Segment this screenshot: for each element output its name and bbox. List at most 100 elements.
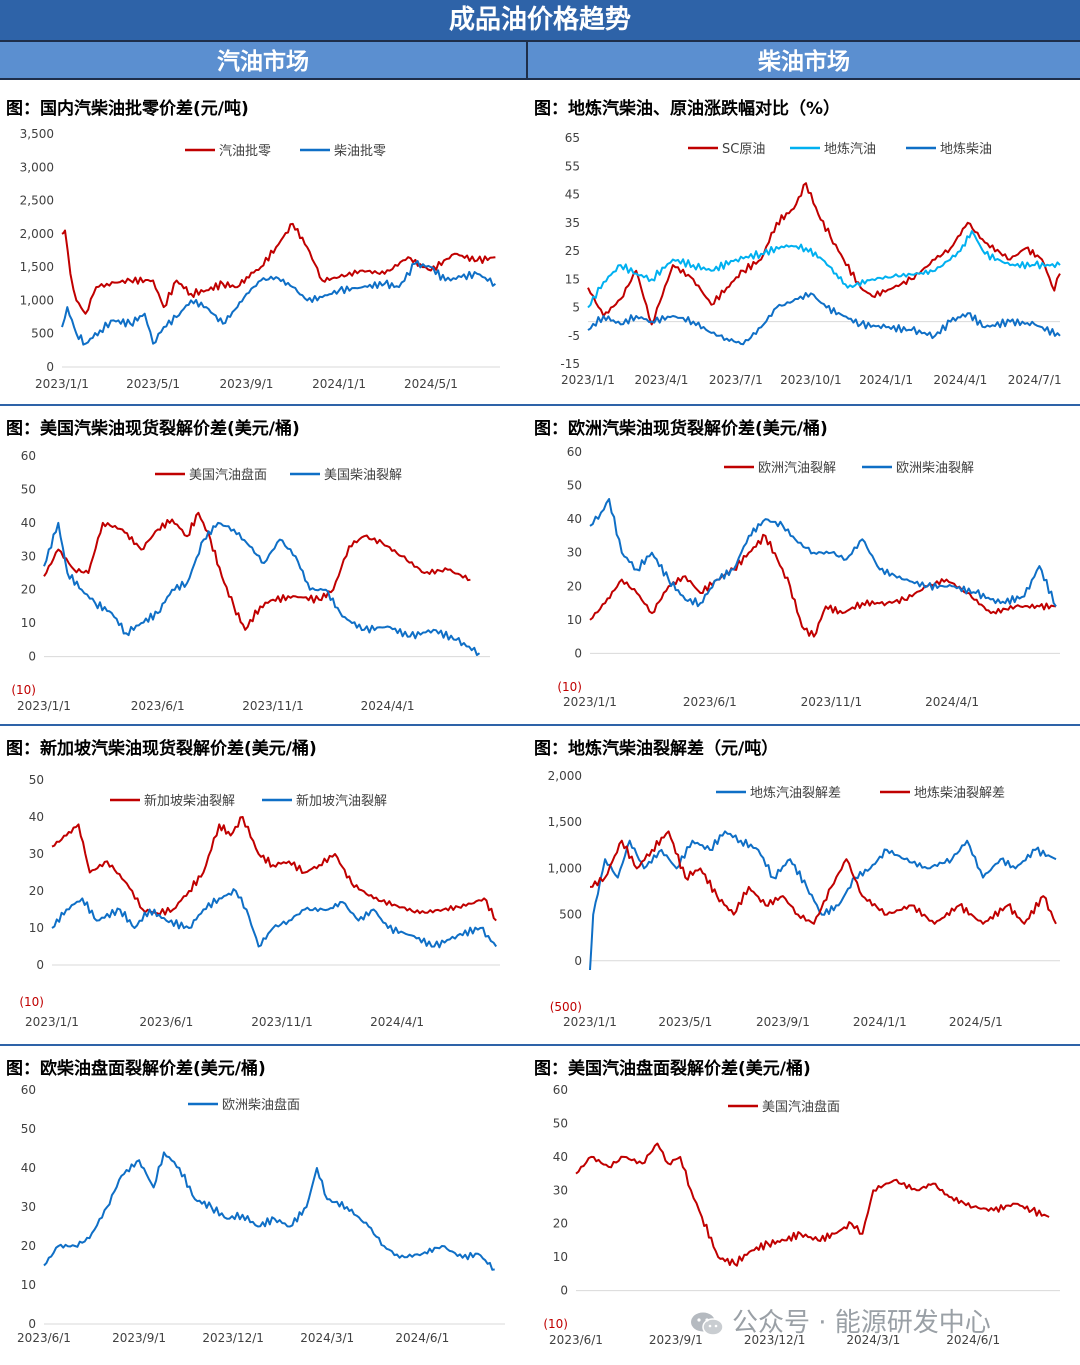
y-tick-label: 1,500 bbox=[20, 260, 54, 274]
series-line-1 bbox=[575, 1142, 1050, 1267]
y-tick-label: (10) bbox=[11, 683, 36, 697]
chart-title: 图：地炼汽柴油裂解差（元/吨） bbox=[534, 739, 779, 759]
y-tick-label: 40 bbox=[21, 1161, 36, 1175]
y-tick-label: 25 bbox=[565, 244, 580, 258]
x-tick-label: 2023/12/1 bbox=[744, 1333, 806, 1347]
y-tick-label: 1,000 bbox=[548, 861, 582, 875]
y-tick-label: 20 bbox=[567, 579, 582, 593]
x-tick-label: 2024/4/1 bbox=[370, 1015, 424, 1029]
series-line-1 bbox=[43, 511, 471, 631]
chart-svg: 0 500 1,000 1,500 2,000 2,500 3,000 3,500 2023/1… bbox=[20, 127, 500, 391]
legend-label: 欧洲柴油盘面 bbox=[222, 1097, 300, 1113]
wechat-icon bbox=[691, 1312, 724, 1336]
series-line-1 bbox=[587, 182, 1061, 326]
y-tick-label: 10 bbox=[567, 613, 582, 627]
x-tick-label: 2023/6/1 bbox=[17, 1331, 71, 1345]
y-tick-label: 0 bbox=[46, 360, 54, 374]
row-divider bbox=[0, 404, 1080, 406]
y-tick-label: 10 bbox=[21, 1278, 36, 1292]
x-tick-label: 2023/1/1 bbox=[35, 377, 89, 391]
chart-panel-singapore-crack: 图：新加坡汽柴油现货裂解价差(美元/桶) (10) 0 10 20 30 40 50 2023… bbox=[0, 732, 528, 1044]
x-tick-label: 2024/3/1 bbox=[846, 1333, 900, 1347]
y-tick-label: 0 bbox=[28, 650, 36, 664]
y-tick-label: 40 bbox=[29, 810, 44, 824]
x-tick-label: 2024/5/1 bbox=[949, 1015, 1003, 1029]
chart-title: 图：地炼汽柴油、原油涨跌幅对比（%） bbox=[534, 99, 841, 119]
y-tick-label: (10) bbox=[19, 995, 44, 1009]
legend-label: 美国汽油盘面 bbox=[189, 467, 267, 483]
series-line-1 bbox=[589, 533, 1057, 638]
x-tick-label: 2023/7/1 bbox=[709, 373, 763, 387]
chart-svg: 0 10 20 30 40 50 60 2023/6/1 2023/9/1 2023/12/1 20… bbox=[17, 1083, 505, 1345]
y-tick-label: 40 bbox=[567, 512, 582, 526]
y-tick-label: 50 bbox=[21, 482, 36, 496]
x-tick-label: 2023/1/1 bbox=[17, 699, 71, 713]
row-divider bbox=[0, 1044, 1080, 1046]
series-line-2 bbox=[43, 521, 481, 656]
watermark: 公众号 · 能源研发中心 bbox=[690, 1302, 991, 1339]
x-tick-label: 2023/6/1 bbox=[131, 699, 185, 713]
y-tick-label: 500 bbox=[31, 327, 54, 341]
series-line-1 bbox=[43, 1151, 495, 1271]
y-tick-label: 20 bbox=[21, 1239, 36, 1253]
y-tick-label: 0 bbox=[36, 958, 44, 972]
y-tick-label: 0 bbox=[28, 1317, 36, 1331]
y-tick-label: (10) bbox=[557, 680, 582, 694]
y-tick-label: 40 bbox=[553, 1150, 568, 1164]
x-tick-label: 2023/12/1 bbox=[202, 1331, 264, 1345]
chart-title: 图：欧洲汽柴油现货裂解价差(美元/桶) bbox=[534, 419, 828, 439]
y-tick-label: 50 bbox=[29, 773, 44, 787]
chart-panel-domestic-spread: 图：国内汽柴油批零价差(元/吨) 0 500 1,000 1,500 2,000 2,50… bbox=[0, 92, 528, 404]
series-line-1 bbox=[61, 222, 496, 315]
y-tick-label: 10 bbox=[29, 921, 44, 935]
y-tick-label: 2,000 bbox=[20, 227, 54, 241]
y-tick-label: 0 bbox=[560, 1284, 568, 1298]
y-tick-label: 10 bbox=[21, 616, 36, 630]
x-tick-label: 2024/4/1 bbox=[361, 699, 415, 713]
y-tick-label: 30 bbox=[567, 546, 582, 560]
series-line-3 bbox=[587, 292, 1061, 346]
chart-title: 图：美国汽柴油现货裂解价差(美元/桶) bbox=[6, 419, 300, 439]
x-tick-label: 2023/11/1 bbox=[242, 699, 304, 713]
series-line-1 bbox=[51, 816, 497, 922]
y-tick-label: 65 bbox=[565, 131, 580, 145]
chart-panel-local-refinery-crack: 图：地炼汽柴油裂解差（元/吨） (500) 0 500 1,000 1,500 2,000… bbox=[528, 732, 1080, 1044]
x-tick-label: 2024/6/1 bbox=[946, 1333, 1000, 1347]
page-banner: 成品油价格趋势 bbox=[0, 0, 1080, 40]
y-tick-label: 60 bbox=[553, 1083, 568, 1097]
chart-panel-us-crack: 图：美国汽柴油现货裂解价差(美元/桶) (10) 0 10 20 30 40 50 60 202… bbox=[0, 412, 528, 724]
y-tick-label: 15 bbox=[565, 272, 580, 286]
y-tick-label: 5 bbox=[572, 301, 580, 315]
legend-label: 新加坡汽油裂解 bbox=[296, 793, 387, 809]
chart-svg: (10) 0 10 20 30 40 50 2023/1/1 2023/6/1 2023/11/1… bbox=[19, 773, 500, 1029]
x-tick-label: 2024/6/1 bbox=[395, 1331, 449, 1345]
x-tick-label: 2024/3/1 bbox=[300, 1331, 354, 1345]
y-tick-label: 0 bbox=[574, 954, 582, 968]
chart-panel-local-refinery-change: 图：地炼汽柴油、原油涨跌幅对比（%） -15 -5 5 15 25 35 45 55 65 202… bbox=[528, 92, 1080, 404]
legend-label: 汽油批零 bbox=[219, 144, 271, 159]
y-tick-label: 20 bbox=[21, 583, 36, 597]
x-tick-label: 2024/1/1 bbox=[859, 373, 913, 387]
chart-title: 图：美国汽油盘面裂解价差(美元/桶) bbox=[534, 1059, 811, 1079]
legend-label: 美国柴油裂解 bbox=[324, 468, 402, 483]
y-tick-label: 50 bbox=[567, 479, 582, 493]
y-tick-label: (500) bbox=[550, 1000, 582, 1014]
x-tick-label: 2023/5/1 bbox=[658, 1015, 712, 1029]
series-line-2 bbox=[589, 830, 1057, 925]
chart-svg: (10) 0 10 20 30 40 50 60 2023/6/1 2023/9/1 2023/12… bbox=[543, 1083, 1060, 1347]
x-tick-label: 2023/11/1 bbox=[801, 695, 863, 709]
y-tick-label: 35 bbox=[565, 216, 580, 230]
x-tick-label: 2023/9/1 bbox=[220, 377, 274, 391]
chart-svg: (500) 0 500 1,000 1,500 2,000 2023/1/1 2023/5/1… bbox=[548, 769, 1060, 1029]
x-tick-label: 2023/1/1 bbox=[563, 695, 617, 709]
x-tick-label: 2023/11/1 bbox=[251, 1015, 313, 1029]
x-tick-label: 2023/6/1 bbox=[139, 1015, 193, 1029]
chart-title: 图：国内汽柴油批零价差(元/吨) bbox=[6, 99, 249, 119]
y-tick-label: 30 bbox=[21, 549, 36, 563]
y-tick-label: -5 bbox=[568, 329, 580, 343]
y-tick-label: 10 bbox=[553, 1250, 568, 1264]
y-tick-label: 1,500 bbox=[548, 815, 582, 829]
legend-label: 柴油批零 bbox=[334, 144, 386, 159]
x-tick-label: 2023/1/1 bbox=[25, 1015, 79, 1029]
y-tick-label: 3,500 bbox=[20, 127, 54, 141]
